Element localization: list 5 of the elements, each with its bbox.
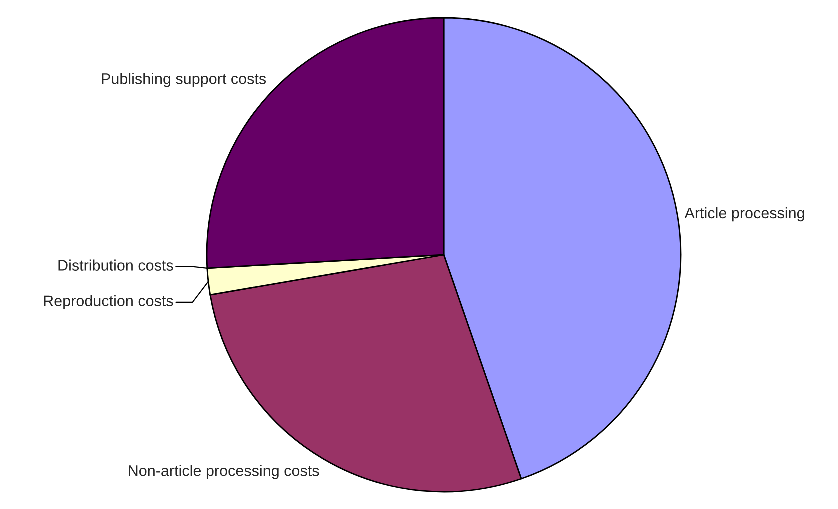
- slice-label: Article processing: [684, 207, 804, 222]
- slice-label: Reproduction costs: [44, 295, 174, 310]
- slice-label: Publishing support costs: [102, 73, 266, 88]
- legend-label: Distribution costs: [58, 260, 174, 271]
- slice-label: Non-article processing costs: [129, 465, 320, 480]
